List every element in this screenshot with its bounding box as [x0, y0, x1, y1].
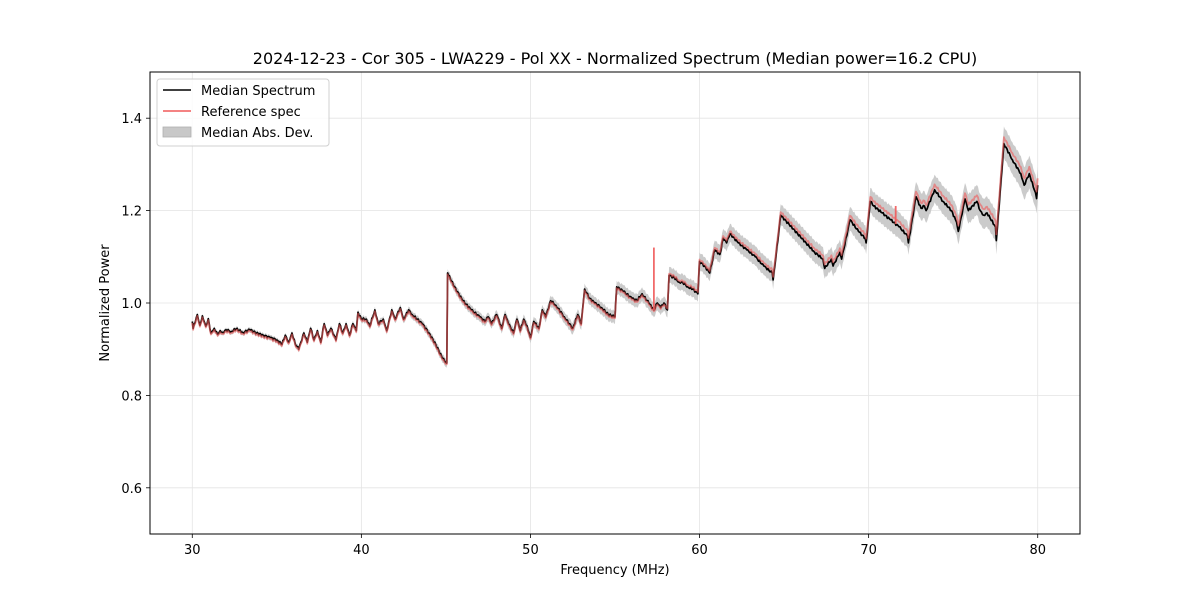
mad-band [192, 126, 1038, 368]
y-axis-ticks: 0.6 0.8 1.0 1.2 1.4 [121, 112, 150, 497]
plot-area: 30 40 50 60 70 80 0.6 0.8 1.0 1.2 1.4 [121, 71, 1081, 558]
x-tick-label: 40 [353, 543, 370, 558]
x-tick-label: 80 [1029, 543, 1046, 558]
series-lines [191, 136, 1039, 366]
legend-label-reference: Reference spec [201, 105, 301, 120]
legend: Median Spectrum Reference spec Median Ab… [156, 78, 330, 147]
chart-title: 2024-12-23 - Cor 305 - LWA229 - Pol XX -… [253, 49, 977, 68]
legend-box [156, 78, 330, 147]
y-tick-label: 0.8 [121, 389, 142, 404]
x-tick-label: 30 [184, 543, 201, 558]
x-tick-label: 60 [691, 543, 708, 558]
x-tick-label: 50 [522, 543, 539, 558]
x-axis-ticks: 30 40 50 60 70 80 [184, 534, 1046, 558]
y-axis-label: Normalized Power [98, 244, 113, 362]
x-tick-label: 70 [860, 543, 877, 558]
y-tick-label: 1.4 [121, 112, 142, 127]
grid [150, 72, 1080, 534]
legend-swatch-mad [162, 126, 192, 138]
legend-label-mad: Median Abs. Dev. [201, 126, 313, 141]
mad-band-layer [192, 126, 1038, 368]
y-tick-label: 0.6 [121, 482, 142, 497]
y-tick-label: 1.0 [121, 297, 142, 312]
y-tick-label: 1.2 [121, 205, 142, 220]
x-axis-label: Frequency (MHz) [560, 563, 669, 578]
legend-label-median: Median Spectrum [201, 84, 315, 99]
reference-spectrum-line [191, 136, 1039, 366]
